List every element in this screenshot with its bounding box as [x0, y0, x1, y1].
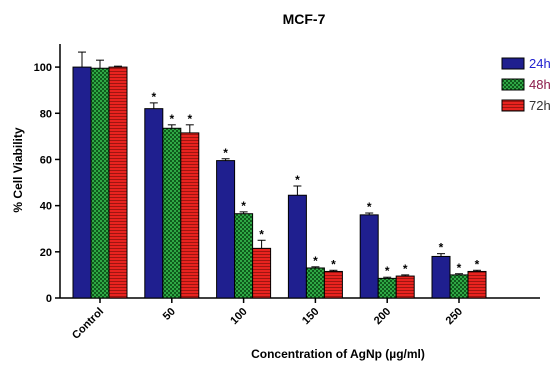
bar: [449, 274, 469, 299]
legend-swatch: [501, 78, 525, 91]
bar: [395, 275, 415, 299]
bar: [108, 66, 128, 299]
x-axis-label: Concentration of AgNp (µg/ml): [251, 347, 425, 361]
legend-swatch: [501, 99, 525, 112]
significance-marker: *: [223, 146, 228, 160]
significance-marker: *: [169, 112, 174, 126]
bar: [234, 213, 254, 299]
significance-marker: *: [439, 241, 444, 255]
legend-swatch: [501, 57, 525, 70]
significance-marker: *: [295, 173, 300, 187]
significance-marker: *: [385, 264, 390, 278]
bar: [467, 270, 487, 299]
bar: [180, 132, 200, 299]
x-tick-label: 50: [161, 306, 178, 323]
bar: [305, 267, 325, 299]
bar: [287, 194, 307, 299]
bar: [72, 66, 92, 299]
y-tick-label: 0: [46, 293, 52, 305]
legend-label: 48h: [529, 77, 551, 92]
bar: [90, 67, 110, 299]
y-tick-label: 40: [40, 201, 52, 213]
significance-marker: *: [475, 257, 480, 271]
chart-title: MCF-7: [283, 11, 326, 27]
x-tick-label: 100: [228, 306, 249, 327]
x-tick-label: Control: [70, 306, 106, 342]
bar: [431, 255, 451, 299]
legend-label: 24h: [529, 56, 551, 71]
legend-label: 72h: [529, 98, 551, 113]
significance-marker: *: [313, 254, 318, 268]
y-axis-label: % Cell Viability: [11, 127, 25, 212]
plot-area: 0 20 40 60 80 100 Control 50 * * * 100 * * * 150 * * * 200 *…: [34, 44, 540, 342]
y-tick-label: 80: [40, 108, 52, 120]
significance-marker: *: [367, 200, 372, 214]
legend: 24h 48h 72h: [501, 56, 551, 113]
significance-marker: *: [331, 257, 336, 271]
significance-marker: *: [457, 261, 462, 275]
significance-marker: *: [259, 227, 264, 241]
y-tick-label: 20: [40, 247, 52, 259]
bar: [377, 277, 397, 299]
y-tick-label: 60: [40, 154, 52, 166]
bar: [359, 214, 379, 299]
x-tick-label: 250: [444, 306, 465, 327]
bar: [162, 127, 182, 299]
bar: [144, 108, 164, 299]
y-tick-label: 100: [34, 62, 52, 74]
x-tick-label: 150: [300, 306, 321, 327]
bar: [216, 160, 236, 299]
x-tick-label: 200: [372, 306, 393, 327]
significance-marker: *: [403, 262, 408, 276]
bar: [323, 270, 343, 299]
bar: [252, 247, 272, 299]
significance-marker: *: [151, 90, 156, 104]
significance-marker: *: [187, 112, 192, 126]
significance-marker: *: [241, 199, 246, 213]
